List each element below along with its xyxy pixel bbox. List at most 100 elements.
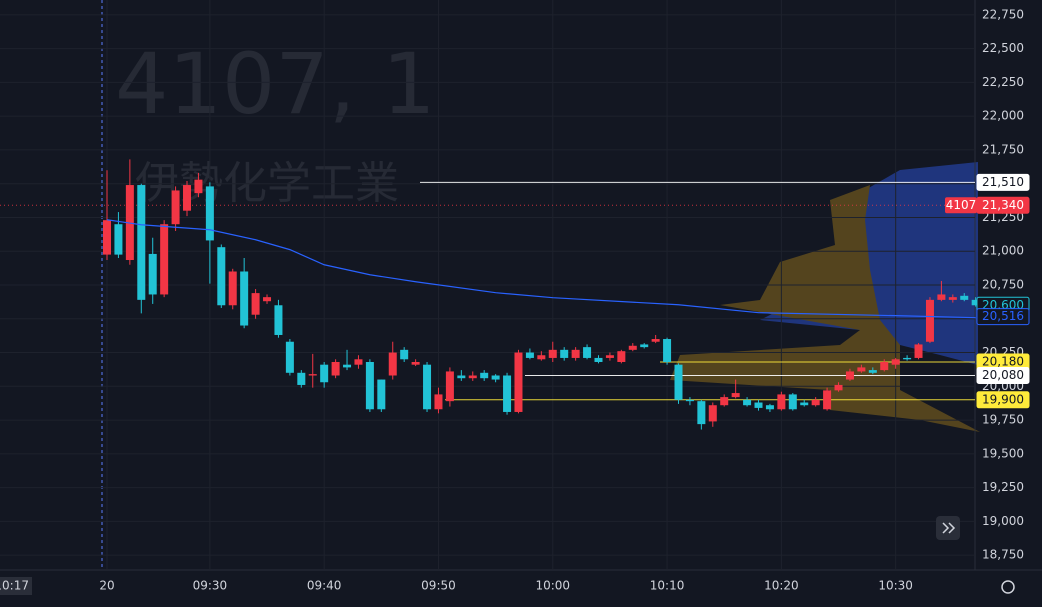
candle-body	[834, 384, 843, 391]
scroll-button[interactable]	[936, 516, 960, 540]
candle-body	[663, 339, 672, 362]
candle-body	[674, 364, 683, 400]
volume-profile-yellow	[670, 185, 980, 432]
candle-body	[251, 293, 260, 315]
candle-body	[377, 379, 386, 410]
price-tag-label: 20,516	[982, 309, 1024, 323]
candle-body	[468, 375, 477, 379]
candle-body	[480, 372, 489, 379]
candle-body	[434, 394, 443, 410]
candle-body	[205, 186, 214, 241]
watermark-symbol: 4107, 1	[115, 35, 436, 133]
x-tick-label: 20	[99, 579, 114, 593]
candle-body	[365, 361, 374, 410]
y-tick-label: 22,500	[982, 41, 1024, 55]
crosshair-time-label: 10:17	[0, 579, 29, 593]
candle-body	[263, 297, 272, 302]
candle-body	[937, 294, 946, 300]
candle-body	[354, 359, 363, 365]
vwap-line	[106, 219, 976, 319]
candle-body	[640, 344, 649, 348]
candle-body	[880, 361, 889, 371]
settings-button[interactable]	[1001, 580, 1015, 594]
candle-body	[708, 405, 717, 422]
y-tick-label: 22,000	[982, 109, 1024, 123]
price-tag-label: 19,900	[982, 392, 1024, 406]
y-tick-label: 21,000	[982, 244, 1024, 258]
candle-body	[194, 179, 203, 194]
candle-body	[320, 364, 329, 383]
candle-body	[388, 352, 397, 376]
candle-body	[525, 352, 534, 358]
candle-body	[171, 190, 180, 225]
candle-body	[605, 355, 614, 358]
y-tick-label: 19,000	[982, 514, 1024, 528]
candle-body	[548, 349, 557, 358]
candle-body	[628, 345, 637, 350]
candle-body	[914, 344, 923, 358]
candle-body	[331, 361, 340, 376]
candle-body	[685, 399, 694, 402]
candle-body	[617, 351, 626, 362]
candle-body	[651, 339, 660, 342]
candle-body	[183, 185, 192, 211]
symbol-tag	[945, 197, 977, 214]
y-tick-label: 20,750	[982, 278, 1024, 292]
candle-body	[160, 224, 169, 295]
candle-body	[697, 401, 706, 425]
scroll-icon[interactable]	[942, 522, 956, 534]
candle-body	[800, 402, 809, 406]
x-tick-label: 10:20	[764, 579, 799, 593]
candle-body	[594, 357, 603, 362]
price-tag-label: 21,510	[982, 175, 1024, 189]
candle-body	[114, 224, 123, 255]
x-tick-label: 10:30	[878, 579, 913, 593]
candle-body	[845, 371, 854, 380]
settings-icon[interactable]	[1001, 580, 1015, 594]
candle-body	[868, 370, 877, 373]
x-tick-label: 10:00	[535, 579, 570, 593]
candle-body	[903, 357, 912, 360]
y-tick-label: 19,750	[982, 413, 1024, 427]
candle-body	[423, 364, 432, 410]
candle-body	[583, 347, 592, 358]
x-tick-label: 09:40	[307, 579, 342, 593]
candle-body	[103, 220, 111, 255]
price-tag	[976, 391, 1030, 409]
candle-body	[960, 295, 969, 300]
x-tick-label: 09:30	[193, 579, 228, 593]
candle-body	[948, 297, 957, 300]
candle-body	[228, 271, 237, 306]
candle-body	[811, 399, 820, 406]
price-tag-label: 20,080	[982, 368, 1024, 382]
candle-body	[297, 372, 306, 385]
y-tick-label: 19,250	[982, 480, 1024, 494]
candle-body	[491, 375, 500, 380]
candle-body	[240, 271, 249, 326]
candle-body	[777, 394, 786, 410]
candle-body	[457, 375, 466, 379]
candle-body	[823, 390, 832, 410]
price-tag-label: 20,180	[982, 354, 1024, 368]
price-tag	[976, 308, 1030, 326]
candle-body	[765, 405, 774, 410]
x-tick-label: 09:50	[421, 579, 456, 593]
candle-body	[514, 352, 523, 412]
price-tag-label: 21,340	[982, 198, 1024, 212]
candle-body	[743, 399, 752, 406]
y-tick-label: 22,250	[982, 75, 1024, 89]
candle-body	[891, 359, 900, 365]
candle-body	[148, 253, 157, 295]
candle-body	[343, 364, 352, 368]
x-tick-label: 10:10	[650, 579, 685, 593]
candle-body	[537, 355, 546, 360]
candle-body	[857, 367, 866, 372]
candle-body	[560, 349, 569, 358]
candle-body	[788, 394, 797, 410]
candle-body	[274, 305, 283, 335]
candle-body	[308, 374, 317, 376]
candle-body	[503, 375, 512, 412]
candle-body	[400, 349, 409, 360]
candle-body	[445, 371, 454, 402]
y-tick-label: 19,500	[982, 446, 1024, 460]
